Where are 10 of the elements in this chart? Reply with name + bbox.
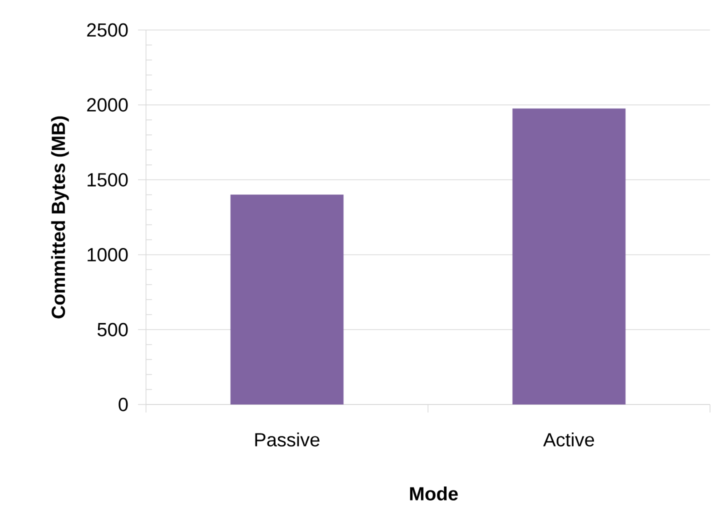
y-tick-label: 2500 (87, 23, 128, 37)
y-axis-title: Committed Bytes (MB) (51, 116, 69, 318)
y-tick-label: 1500 (88, 173, 128, 187)
x-tick-label: Passive (255, 432, 320, 446)
x-axis-title: Mode (410, 486, 458, 500)
y-tick-label: 0 (118, 398, 128, 412)
x-tick-label: Active (543, 432, 594, 446)
y-tick-label: 2000 (87, 98, 128, 112)
y-tick-label: 1000 (88, 248, 128, 262)
y-tick-label: 500 (98, 322, 128, 336)
